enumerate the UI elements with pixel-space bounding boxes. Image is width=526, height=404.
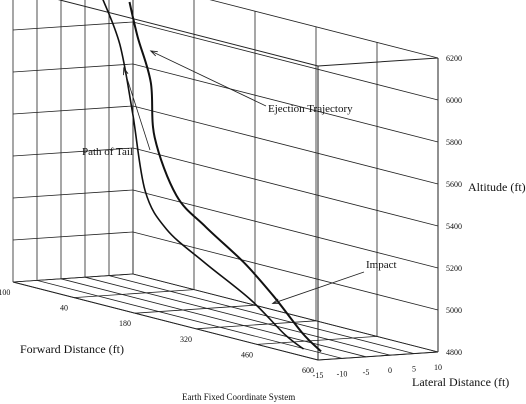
impact-arrow-head	[271, 298, 280, 305]
back-wall-altitude-gridline-4	[12, 105, 134, 115]
floor-forward-gridline-0	[12, 273, 134, 283]
frame-top-edge	[57, 0, 319, 67]
altitude-tick-label: 4800	[446, 348, 462, 357]
altitude-tick-label: 5600	[446, 180, 462, 189]
back-wall-altitude-gridline-5	[12, 63, 134, 73]
floor-forward-gridline-3	[195, 320, 317, 330]
back-wall-altitude-gridline-1	[12, 231, 134, 241]
axes-layer	[12, 0, 439, 361]
frame-top-front-edge	[317, 57, 439, 67]
lateral-tick-label: 0	[388, 366, 392, 375]
ejection-trajectory-annotation: Ejection Trajectory	[268, 103, 353, 115]
floor-lateral-gridline-1	[36, 280, 343, 359]
impact-annotation: Impact	[366, 259, 397, 271]
forward-tick-label: 320	[180, 335, 192, 344]
side-wall-altitude-gridline-7	[209, 0, 439, 59]
side-wall-altitude-gridline-5	[132, 63, 439, 143]
impact-arrow-line	[272, 271, 365, 304]
lateral-tick-label: -5	[363, 368, 370, 377]
side-wall-altitude-gridline-6	[132, 21, 439, 101]
floor-forward-gridline-4	[256, 336, 378, 345]
ejection-trajectory-line	[128, 1, 322, 353]
tick-labels-layer: -100 40 180 320 460 600-15 -10 -5 0 5 10 4800 5000 52…	[0, 54, 462, 380]
grid-layer	[12, 0, 439, 361]
forward-distance-axis-label: Forward Distance (ft)	[20, 342, 124, 356]
path-of-tail-annotation: Path of Tail	[82, 146, 133, 158]
chart-caption: Earth Fixed Coordinate System	[182, 392, 295, 402]
forward-axis-line	[12, 281, 319, 361]
altitude-tick-label: 5000	[446, 306, 462, 315]
lateral-tick-label: -15	[313, 371, 324, 380]
lateral-tick-label: -10	[337, 369, 348, 378]
side-wall-altitude-gridline-4	[132, 105, 439, 185]
side-wall-altitude-gridline-1	[132, 231, 439, 311]
side-wall-altitude-gridline-2	[132, 189, 439, 269]
forward-tick-label: 460	[241, 350, 253, 359]
side-wall-altitude-gridline-3	[132, 147, 439, 227]
lateral-tick-label: 5	[412, 365, 416, 374]
altitude-tick-label: 5400	[446, 222, 462, 231]
floor-forward-gridline-1	[73, 289, 195, 298]
annotations-layer: Ejection Trajectory Path of Tail Impact	[82, 50, 397, 305]
forward-tick-label: -100	[0, 288, 10, 297]
ejection-trajectory-arrow-line	[150, 50, 267, 107]
altitude-tick-label: 5200	[446, 264, 462, 273]
floor-forward-gridline-2	[134, 304, 256, 314]
altitude-tick-label: 6000	[446, 96, 462, 105]
floor-lateral-gridline-2	[60, 278, 367, 358]
lateral-axis-line	[317, 351, 439, 361]
back-wall-altitude-gridline-3	[12, 147, 134, 157]
altitude-axis-label: Altitude (ft)	[468, 180, 526, 194]
forward-tick-label: 180	[119, 319, 131, 328]
path-of-tail-line	[102, 0, 305, 350]
forward-tick-label: 600	[302, 366, 314, 375]
ejection-trajectory-arrow-head	[149, 50, 158, 57]
forward-tick-label: 40	[60, 304, 68, 313]
floor-lateral-gridline-4	[108, 275, 415, 354]
floor-lateral-gridline-3	[84, 276, 391, 356]
series-layer	[102, 0, 322, 353]
altitude-tick-label: 6200	[446, 54, 462, 63]
lateral-tick-label: 10	[434, 363, 442, 372]
path-of-tail-arrow-head	[123, 66, 129, 76]
lateral-distance-axis-label: Lateral Distance (ft)	[412, 375, 509, 389]
path-of-tail-arrow-line	[123, 68, 151, 151]
altitude-tick-label: 5800	[446, 138, 462, 147]
back-wall-altitude-gridline-2	[12, 189, 134, 199]
